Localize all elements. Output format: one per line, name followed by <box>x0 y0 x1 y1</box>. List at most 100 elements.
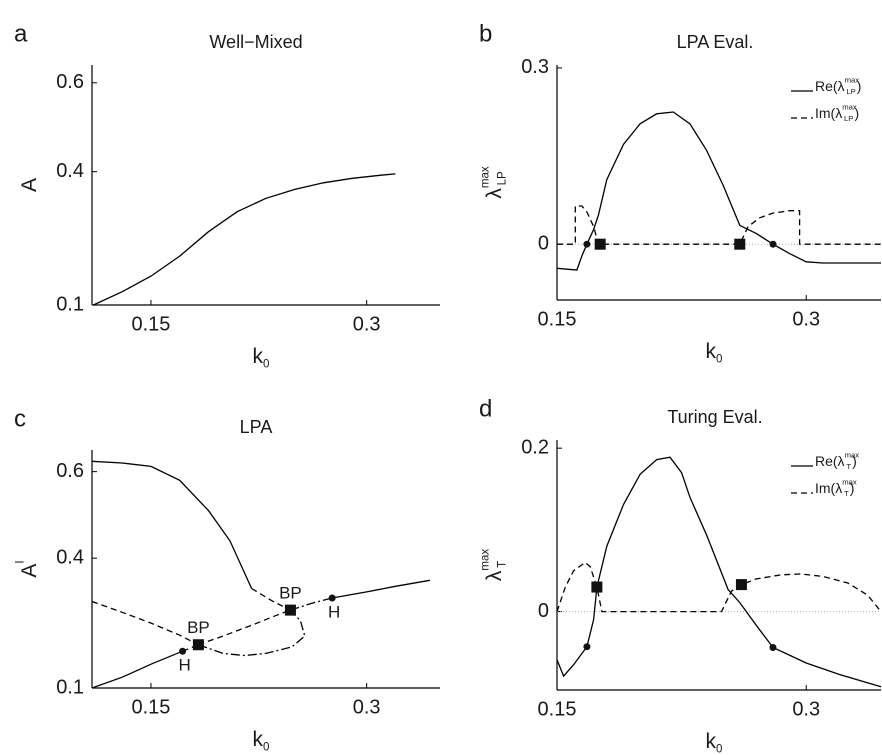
y-axis-label-sub: T <box>496 561 508 568</box>
y-axis-label: A <box>18 178 41 192</box>
series-line <box>331 579 431 599</box>
legend-label: Re(λmax LP) <box>815 76 861 96</box>
chart-title: LPA Eval. <box>677 32 754 52</box>
marker-label: BP <box>187 618 210 637</box>
y-tick-label: 0.4 <box>56 546 84 568</box>
x-axis-label-sub: 0 <box>716 743 722 755</box>
series-line <box>290 597 333 611</box>
legend-label: Re(λmax T) <box>815 451 859 471</box>
series-line <box>556 561 882 613</box>
legend-label-text: Im(λmax T) <box>815 478 857 498</box>
y-tick-label: 0 <box>538 600 549 622</box>
marker-square <box>192 639 204 651</box>
x-axis-label: k0 <box>253 345 270 371</box>
legend-label-base: Re(λ <box>815 453 845 469</box>
x-axis-label-base: k <box>706 730 717 753</box>
legend-label-sub: T <box>844 489 849 498</box>
legend-label-tail: ) <box>852 453 857 469</box>
series-line <box>251 587 291 611</box>
x-tick-label: 0.3 <box>353 313 381 335</box>
chart-title: Turing Eval. <box>667 407 762 427</box>
legend-label-text: Re(λmax T) <box>815 451 859 471</box>
chart-title: LPA <box>240 417 273 437</box>
x-axis-label-text: k0 <box>253 345 270 371</box>
x-tick-label: 0.15 <box>131 696 170 718</box>
y-axis-label: AI <box>15 560 41 577</box>
legend-label-text: Im(λmax LP) <box>815 103 859 123</box>
marker-dot <box>769 240 777 248</box>
y-axis-label-base: A <box>18 178 41 192</box>
marker-label: H <box>328 602 340 621</box>
series-line <box>91 460 253 589</box>
y-axis-label-sub: LP <box>496 171 508 185</box>
y-tick-label: 0.1 <box>56 676 84 698</box>
y-axis-label-base: λ <box>483 188 506 199</box>
y-tick-label: 0 <box>538 232 549 254</box>
y-axis-label: λmax LP <box>480 166 509 199</box>
legend-label-base: Im(λ <box>815 480 842 496</box>
y-axis-label-text: A <box>18 178 41 192</box>
panel-label: a <box>14 20 28 47</box>
x-tick-label: 0.15 <box>131 313 170 335</box>
y-axis-label-base: λ <box>483 570 506 581</box>
x-axis-label-sub: 0 <box>263 358 269 370</box>
x-axis-label-text: k0 <box>706 340 723 366</box>
x-tick-label: 0.3 <box>792 308 820 330</box>
legend-label-sub: T <box>846 462 851 471</box>
x-axis-label-base: k <box>253 345 264 368</box>
x-axis-label: k0 <box>706 730 723 755</box>
legend-label-tail: ) <box>857 78 862 94</box>
marker-square <box>284 604 296 616</box>
panel-label: b <box>479 20 492 47</box>
y-axis-label-sup: max <box>480 166 492 188</box>
panel: c LPA 0.1 0.4 0.6 0.15 0.3 k0 AI H BP BP H <box>14 405 440 753</box>
series-line <box>198 609 291 646</box>
series-line <box>198 609 306 657</box>
x-tick-label: 0.3 <box>353 696 381 718</box>
y-axis-label-text: λmax LP <box>480 166 509 199</box>
x-axis-label-sub: 0 <box>716 353 722 365</box>
series-line <box>556 111 881 271</box>
x-tick-label: 0.15 <box>538 308 577 330</box>
marker-dot <box>583 240 591 248</box>
y-tick-label: 0.6 <box>56 71 84 93</box>
y-tick-label: 0.1 <box>56 293 84 315</box>
panel-label: c <box>14 405 26 432</box>
series-line <box>91 600 199 646</box>
y-axis-label-sup: I <box>15 560 27 563</box>
x-axis-label: k0 <box>253 728 270 754</box>
marker-square <box>594 238 606 250</box>
legend-label-base: Im(λ <box>815 105 842 121</box>
marker-dot <box>769 644 777 652</box>
legend-label-sup: max <box>845 76 860 85</box>
legend-label-sub: LP <box>844 114 853 123</box>
legend-label-sub: LP <box>846 87 855 96</box>
x-tick-label: 0.3 <box>792 698 820 720</box>
x-axis-label-base: k <box>253 728 264 751</box>
chart-title: Well−Mixed <box>209 32 302 52</box>
panel-label: d <box>479 395 492 422</box>
marker-square <box>591 581 603 593</box>
x-axis-label-text: k0 <box>706 730 723 755</box>
marker-dot <box>328 594 336 602</box>
legend-label-sup: max <box>842 478 857 487</box>
marker-square <box>734 238 746 250</box>
legend-label-text: Re(λmax LP) <box>815 76 861 96</box>
series-line <box>93 173 396 306</box>
series-line <box>557 205 881 245</box>
series-line <box>91 650 183 689</box>
panel: a Well−Mixed 0.1 0.4 0.6 0.15 0.3 k0 A <box>14 20 440 370</box>
y-axis-label-text: AI <box>15 560 41 577</box>
y-tick-label: 0.3 <box>521 56 549 78</box>
y-axis-label: λmax T <box>480 549 509 582</box>
marker-dot <box>583 643 591 651</box>
y-axis-label-base: A <box>18 564 41 578</box>
marker-label: H <box>178 656 190 675</box>
series-line <box>556 456 882 688</box>
legend-label-tail: ) <box>850 480 855 496</box>
legend-label: Im(λmax LP) <box>815 103 859 123</box>
